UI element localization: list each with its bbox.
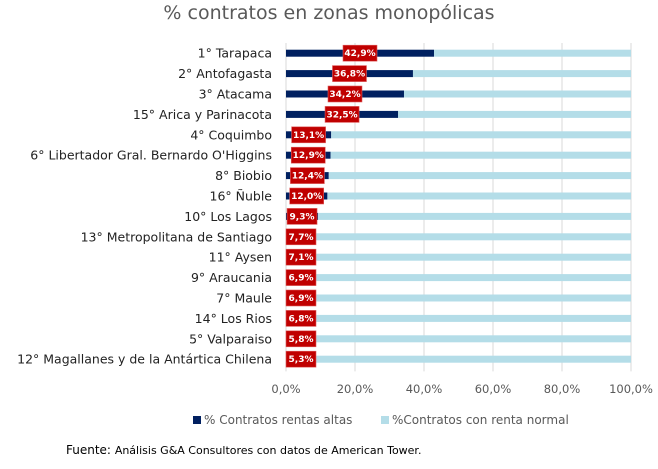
source-prefix: Fuente:: [66, 443, 111, 457]
chart-title: % contratos en zonas monopólicas: [163, 2, 495, 24]
data-label-box: [286, 208, 318, 225]
x-tick-label: 60,0%: [475, 382, 512, 396]
data-label-box: [324, 106, 360, 123]
bar-renta-normal: [328, 172, 631, 180]
data-label-box: [290, 146, 326, 164]
data-label-box: [291, 126, 326, 144]
category-label: 13° Metropolitana de Santiago: [81, 229, 272, 244]
data-label: 7,1%: [289, 253, 314, 263]
data-label: 36,8%: [334, 70, 365, 80]
data-label: 12,9%: [293, 151, 324, 161]
category-label: 6° Libertador Gral. Bernardo O'Higgins: [30, 148, 272, 163]
data-label: 9,3%: [290, 212, 315, 222]
category-label: 1° Tarapaca: [198, 46, 272, 61]
data-label: 12,0%: [291, 192, 322, 202]
category-label: 15° Arica y Parinacota: [133, 107, 272, 122]
bar-renta-normal: [398, 110, 631, 118]
source-note: Fuente: Análisis G&A Consultores con dat…: [66, 443, 421, 457]
source-text: Análisis G&A Consultores con datos de Am…: [114, 444, 422, 457]
bar-renta-normal: [403, 90, 631, 98]
data-label-box: [290, 167, 325, 184]
data-label: 6,8%: [289, 314, 314, 324]
legend-label: % Contratos rentas altas: [204, 413, 353, 427]
legend-item-rentas-altas: % Contratos rentas altas: [193, 413, 352, 427]
data-label: 6,9%: [289, 274, 314, 284]
x-tick-label: 0,0%: [271, 382, 300, 396]
bar-renta-normal: [309, 314, 631, 322]
data-label-box: [285, 248, 317, 266]
category-label: 4° Coquimbo: [190, 127, 272, 142]
bar-renta-normal: [327, 192, 631, 200]
data-label-box: [327, 85, 363, 103]
bar-renta-normal: [331, 131, 631, 139]
data-label: 6,9%: [289, 294, 314, 304]
category-label: 2° Antofagasta: [178, 66, 272, 81]
category-label: 7° Maule: [216, 291, 272, 306]
data-label: 5,3%: [289, 355, 314, 365]
bar-renta-normal: [412, 70, 631, 78]
data-label-box: [285, 269, 317, 286]
data-label-box: [285, 228, 317, 246]
category-label: 11° Aysen: [209, 250, 272, 265]
category-label: 16° Ñuble: [210, 189, 273, 204]
category-label: 10° Los Lagos: [184, 209, 272, 224]
bar-renta-normal: [306, 335, 631, 343]
category-label: 12° Magallanes y de la Antártica Chilena: [17, 352, 272, 367]
legend-swatch: [193, 416, 201, 424]
legend-label: %Contratos con renta normal: [392, 413, 569, 427]
category-label: 5° Valparaiso: [189, 331, 272, 346]
bar-renta-normal: [434, 49, 631, 57]
data-label-box: [289, 187, 325, 205]
bar-renta-normal: [330, 151, 631, 159]
legend-swatch: [381, 416, 389, 424]
bar-renta-normal: [309, 274, 631, 282]
data-label: 7,7%: [289, 233, 314, 243]
x-tick-label: 20,0%: [337, 382, 374, 396]
data-label-box: [332, 65, 367, 82]
bar-renta-normal: [310, 253, 631, 261]
bar-renta-normal: [318, 212, 631, 220]
data-label: 13,1%: [293, 131, 324, 141]
bar-renta-normal: [312, 233, 631, 241]
x-tick-label: 100,0%: [609, 382, 653, 396]
data-label-box: [285, 350, 317, 368]
data-label: 5,8%: [289, 335, 314, 345]
category-label: 14° Los Rios: [195, 311, 272, 326]
data-label: 34,2%: [329, 90, 360, 100]
category-label: 8° Biobio: [215, 168, 272, 183]
legend-item-renta-normal: %Contratos con renta normal: [381, 413, 569, 427]
data-label-box: [285, 289, 317, 307]
data-label-box: [342, 44, 378, 62]
data-label-box: [285, 310, 317, 327]
category-label: 3° Atacama: [199, 87, 272, 102]
bar-renta-normal: [309, 294, 631, 302]
x-tick-label: 40,0%: [406, 382, 443, 396]
bar-renta-normal: [304, 355, 631, 363]
x-tick-label: 80,0%: [544, 382, 581, 396]
data-label: 42,9%: [344, 49, 375, 59]
data-label: 32,5%: [326, 110, 357, 120]
category-label: 9° Araucania: [191, 270, 272, 285]
data-label-box: [285, 330, 317, 348]
data-label: 12,4%: [292, 172, 323, 182]
